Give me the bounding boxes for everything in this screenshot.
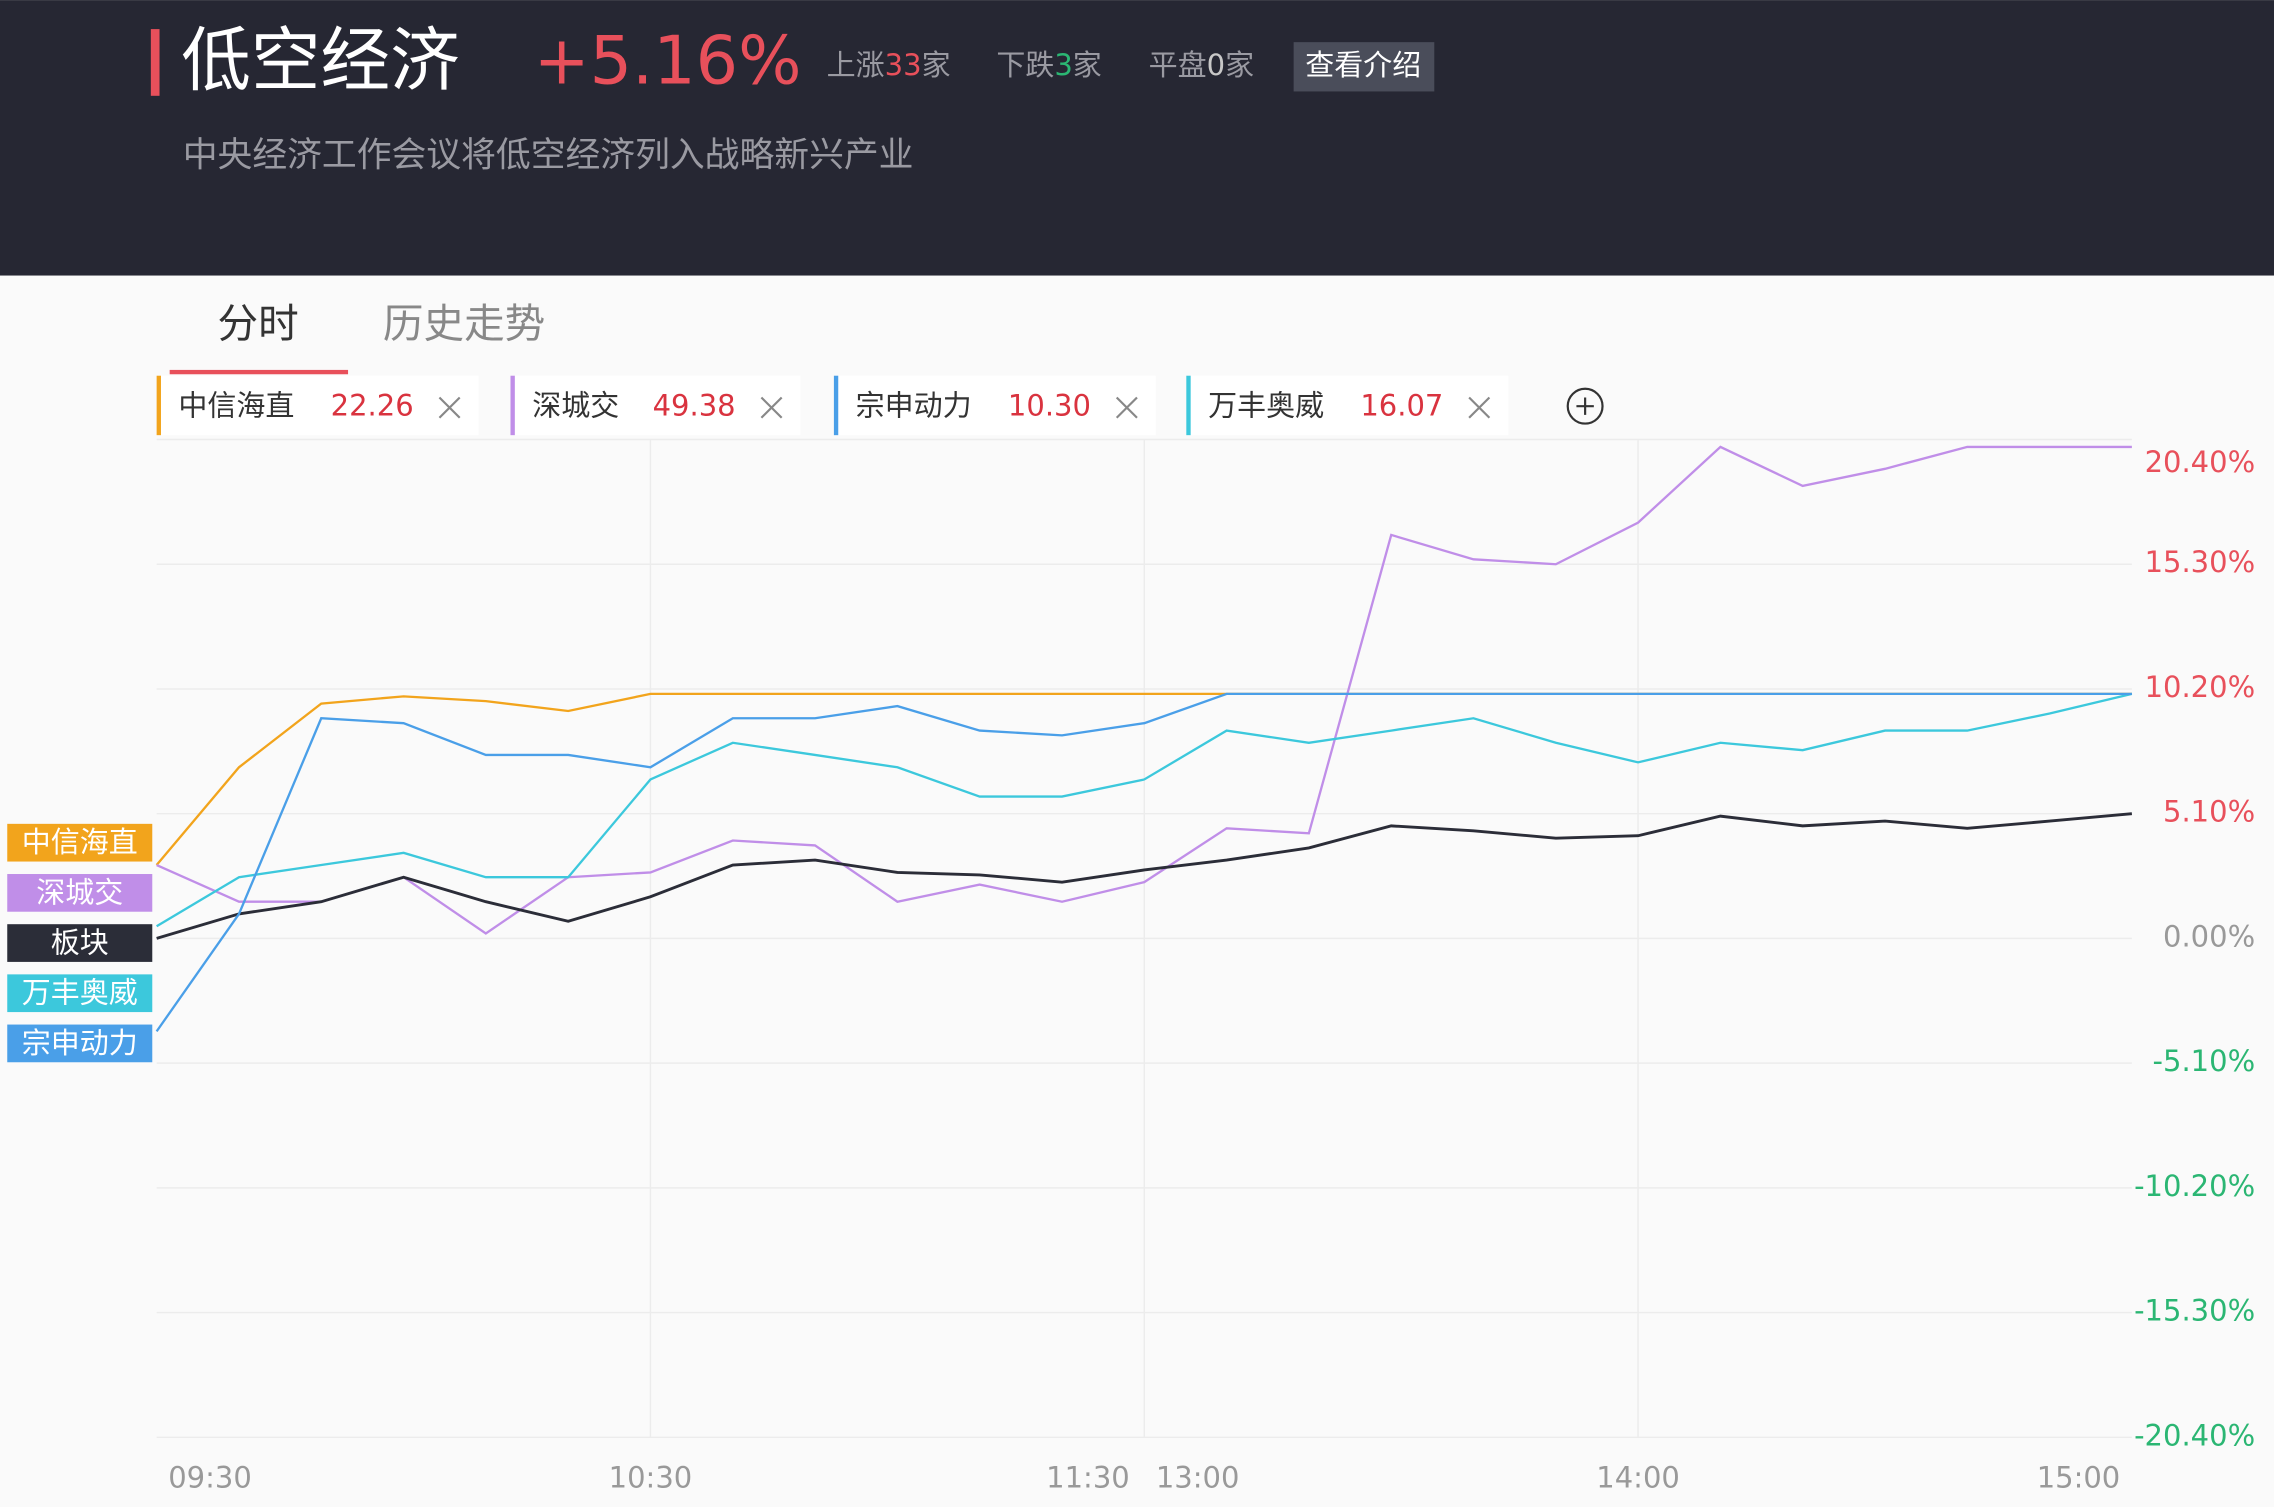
stock-chip[interactable] <box>833 375 1156 436</box>
add-icon <box>1576 397 1594 415</box>
stat-unit: 家 <box>922 48 951 82</box>
chip-close[interactable] <box>438 396 461 419</box>
series-line <box>156 812 2133 940</box>
legend-label: 宗申动力 <box>22 1026 138 1060</box>
x-tick-label: 09:30 <box>168 1460 252 1494</box>
title: 低空经济 <box>181 20 459 101</box>
stat: 下跌3家 <box>996 48 1101 82</box>
chip-marker <box>833 375 839 436</box>
chip-close[interactable] <box>760 396 783 419</box>
chip-price: 16.07 <box>1360 389 1443 423</box>
stat: 平盘0家 <box>1149 48 1254 82</box>
stock-chip[interactable] <box>156 375 479 436</box>
tab[interactable]: 历史走势 <box>383 299 545 347</box>
x-tick-label: 10:30 <box>609 1460 693 1494</box>
chip-close[interactable] <box>1115 396 1138 419</box>
intro-button[interactable] <box>1293 42 1435 92</box>
stat-unit: 家 <box>1073 48 1102 82</box>
chip-price: 10.30 <box>1008 389 1091 423</box>
content-bg <box>0 275 2274 1507</box>
title-bar <box>150 29 160 96</box>
add-stock[interactable] <box>1566 387 1604 425</box>
subtitle: 中央经济工作会议将低空经济列入战略新兴产业 <box>183 136 914 176</box>
legend-label: 板块 <box>51 925 109 959</box>
legend-label: 中信海直 <box>22 825 138 859</box>
chip-marker <box>510 375 515 436</box>
tab[interactable]: 分时 <box>218 299 299 347</box>
y-tick-label: 0.00% <box>2163 919 2255 953</box>
chip-close[interactable] <box>1468 396 1491 419</box>
legend-swatch <box>7 924 153 962</box>
x-tick-label: 13:00 <box>1156 1460 1240 1494</box>
legend-swatch <box>7 974 153 1013</box>
chip-price: 22.26 <box>331 389 414 423</box>
chip-name: 深城交 <box>532 389 619 423</box>
series-line <box>156 445 2132 935</box>
tab-underline <box>169 369 349 375</box>
y-tick-label: 10.20% <box>2145 670 2256 704</box>
stock-chip[interactable] <box>510 375 801 436</box>
change: +5.16% <box>534 21 802 99</box>
stat-label: 平盘 <box>1149 48 1207 82</box>
stat-count: 33 <box>885 48 922 82</box>
chip-marker <box>156 375 161 436</box>
intro-button-label[interactable]: 查看介绍 <box>1305 48 1421 82</box>
chip-name: 中信海直 <box>178 389 294 423</box>
stat-label: 下跌 <box>996 48 1054 82</box>
chip-name: 万丰奥威 <box>1208 389 1324 423</box>
y-tick-label: 20.40% <box>2145 445 2256 479</box>
stat-unit: 家 <box>1225 48 1254 82</box>
chip-name: 宗申动力 <box>856 389 972 423</box>
legend-swatch <box>7 874 153 912</box>
series-line <box>155 692 2132 1033</box>
stat-count: 0 <box>1207 48 1225 82</box>
legend-label: 深城交 <box>36 875 123 909</box>
x-tick-label: 14:00 <box>1596 1460 1680 1494</box>
legend-swatch <box>7 1024 153 1063</box>
chip-price: 49.38 <box>653 389 736 423</box>
x-tick-label: 11:30 <box>1046 1460 1130 1494</box>
y-tick-label: -15.30% <box>2134 1294 2255 1328</box>
y-tick-label: 5.10% <box>2163 795 2255 829</box>
legend-label: 万丰奥威 <box>22 976 138 1010</box>
legend-swatch <box>7 823 153 862</box>
chip-marker <box>1186 375 1191 436</box>
y-tick-label: -5.10% <box>2153 1044 2256 1078</box>
y-tick-label: -10.20% <box>2134 1169 2255 1203</box>
stat-label: 上涨 <box>827 48 885 82</box>
stat: 上涨33家 <box>827 48 951 82</box>
stat-count: 3 <box>1054 48 1072 82</box>
y-tick-label: 15.30% <box>2145 545 2256 579</box>
x-tick-label: 15:00 <box>2037 1460 2121 1494</box>
y-tick-label: -20.40% <box>2134 1418 2255 1452</box>
series-line <box>156 692 2133 928</box>
stock-chip[interactable] <box>1186 375 1509 436</box>
header-bg <box>0 0 2274 276</box>
